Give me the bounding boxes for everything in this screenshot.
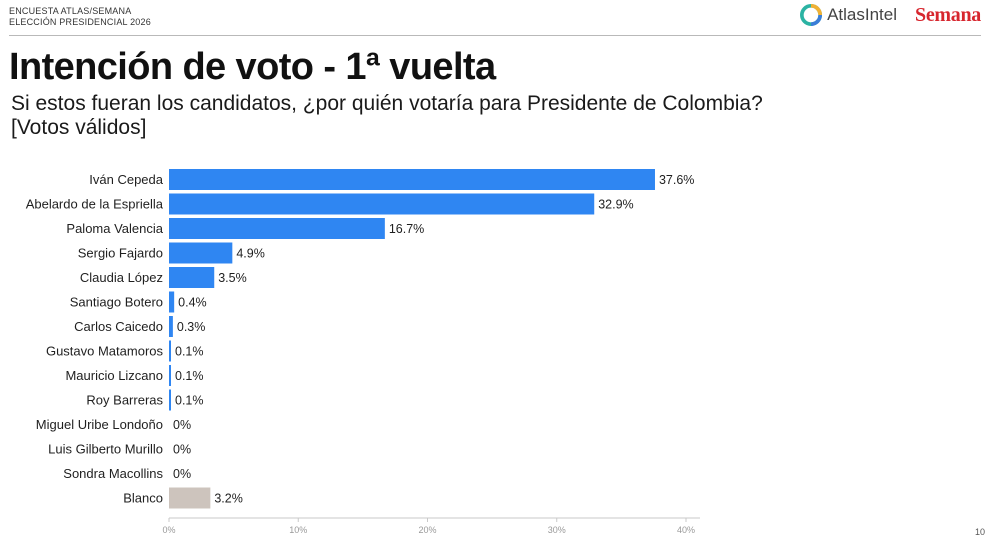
- page-number: 10: [974, 527, 985, 537]
- semana-logo: Semana: [915, 3, 981, 26]
- survey-header: ENCUESTA ATLAS/SEMANA ELECCIÓN PRESIDENC…: [9, 6, 151, 28]
- data-label: 4.9%: [236, 247, 265, 261]
- bar: [169, 242, 233, 264]
- x-tick-label: 40%: [677, 525, 695, 535]
- bar: [169, 218, 385, 239]
- survey-kicker-line1: ENCUESTA ATLAS/SEMANA: [9, 6, 132, 16]
- data-label: 0.1%: [175, 345, 204, 359]
- category-label: Claudia López: [80, 270, 163, 285]
- category-label: Blanco: [123, 491, 163, 506]
- category-label: Sergio Fajardo: [78, 246, 163, 261]
- bar: [169, 316, 173, 337]
- category-label: Iván Cepeda: [89, 172, 163, 187]
- atlasintel-logo: AtlasIntel: [800, 4, 897, 26]
- category-label: Roy Barreras: [86, 393, 163, 408]
- x-tick-label: 30%: [548, 525, 566, 535]
- category-label: Mauricio Lizcano: [65, 368, 163, 383]
- category-label: Luis Gilberto Murillo: [48, 442, 163, 457]
- bar: [169, 365, 171, 386]
- atlasintel-logo-text: AtlasIntel: [827, 5, 898, 24]
- data-label: 0%: [173, 443, 191, 457]
- category-label: Paloma Valencia: [66, 221, 163, 236]
- data-label: 0.4%: [178, 296, 207, 310]
- bar: [169, 487, 211, 509]
- bar: [169, 169, 655, 190]
- data-label: 3.2%: [214, 492, 243, 506]
- data-label: 32.9%: [598, 198, 633, 212]
- x-tick-label: 20%: [418, 525, 436, 535]
- page-title: Intención de voto - 1ª vuelta: [9, 46, 496, 88]
- header-divider: [9, 35, 981, 36]
- data-label: 3.5%: [218, 271, 247, 285]
- bar: [169, 291, 175, 313]
- x-tick-label: 10%: [289, 525, 307, 535]
- category-label: Gustavo Matamoros: [46, 344, 164, 359]
- category-label: Carlos Caicedo: [74, 319, 163, 334]
- subtitle-question: Si estos fueran los candidatos, ¿por qui…: [11, 92, 763, 115]
- page-subtitle: Si estos fueran los candidatos, ¿por qui…: [11, 92, 763, 140]
- vote-intention-bar-chart: Iván Cepeda 37.6% Abelardo de la Espriella…: [26, 169, 700, 535]
- atlasintel-logo-icon: [800, 4, 823, 26]
- bar: [169, 193, 595, 215]
- bar: [169, 340, 171, 362]
- bar: [169, 389, 171, 411]
- category-label: Santiago Botero: [70, 295, 163, 310]
- subtitle-note: [Votos válidos]: [11, 116, 147, 139]
- bar: [169, 267, 215, 288]
- data-label: 0.3%: [177, 320, 206, 334]
- data-label: 0%: [173, 418, 191, 432]
- data-label: 37.6%: [659, 173, 694, 187]
- survey-kicker-line2: ELECCIÓN PRESIDENCIAL 2026: [9, 17, 151, 27]
- logos: AtlasIntel Semana: [800, 2, 981, 28]
- category-label: Miguel Uribe Londoño: [36, 417, 163, 432]
- data-label: 0.1%: [175, 394, 204, 408]
- data-label: 16.7%: [389, 222, 424, 236]
- data-label: 0.1%: [175, 369, 204, 383]
- x-tick-label: 0%: [162, 525, 175, 535]
- data-label: 0%: [173, 467, 191, 481]
- category-label: Abelardo de la Espriella: [26, 197, 164, 212]
- category-label: Sondra Macollins: [63, 466, 163, 481]
